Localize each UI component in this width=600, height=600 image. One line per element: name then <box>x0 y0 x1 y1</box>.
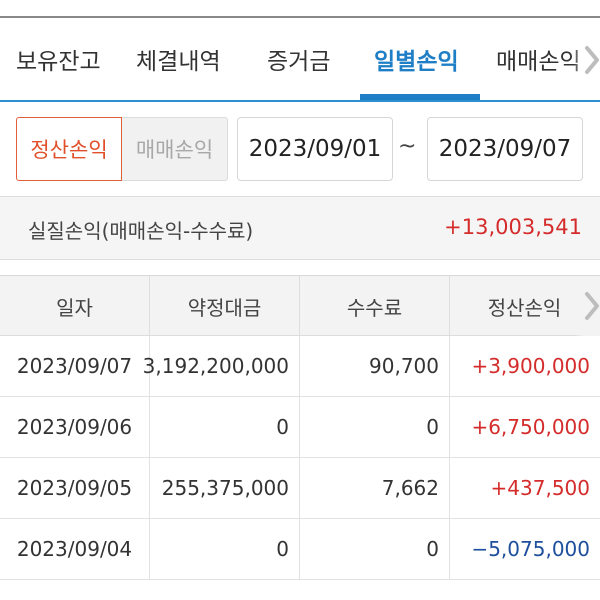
summary-label: 실질손익(매매손익-수수료) <box>28 219 254 243</box>
cell-date: 2023/09/06 <box>0 397 150 457</box>
tab-margin[interactable]: 증거금 <box>267 49 331 75</box>
table-row[interactable]: 2023/09/06 0 0 +6,750,000 <box>0 397 600 458</box>
cell-amount: 0 <box>150 519 300 579</box>
cell-date: 2023/09/05 <box>0 458 150 518</box>
cell-date: 2023/09/04 <box>0 519 150 579</box>
cell-pnl: +437,500 <box>490 476 590 500</box>
tab-bar: 보유잔고 체결내역 증거금 일별손익 매매손익 <box>0 18 600 102</box>
date-to-field[interactable]: 2023/09/07 <box>427 117 583 181</box>
date-from-field[interactable]: 2023/09/01 <box>237 117 393 181</box>
cell-fee: 0 <box>300 397 450 457</box>
cell-date: 2023/09/07 <box>0 336 150 396</box>
summary-value: +13,003,541 <box>444 215 582 239</box>
top-divider <box>0 16 600 18</box>
summary-bar: 실질손익(매매손익-수수료) +13,003,541 <box>0 196 600 260</box>
table-row[interactable]: 2023/09/07 3,192,200,000 90,700 +3,900,0… <box>0 336 600 397</box>
tab-executions[interactable]: 체결내역 <box>136 49 221 75</box>
table-row[interactable]: 2023/09/04 0 0 −5,075,000 <box>0 519 600 580</box>
active-tab-indicator <box>360 94 480 100</box>
column-header-date: 일자 <box>0 276 150 336</box>
daily-pnl-table: 일자 약정대금 수수료 정산손익 2023/09/07 3,192,200,00… <box>0 275 600 580</box>
column-header-fee: 수수료 <box>300 276 450 336</box>
cell-pnl: +3,900,000 <box>471 354 590 378</box>
cell-amount: 3,192,200,000 <box>143 336 300 396</box>
cell-amount: 0 <box>150 397 300 457</box>
tab-holdings[interactable]: 보유잔고 <box>16 49 101 75</box>
column-header-amount: 약정대금 <box>150 276 300 336</box>
tab-scroll-right-icon[interactable] <box>574 36 600 84</box>
cell-pnl: −5,075,000 <box>471 537 590 561</box>
table-header: 일자 약정대금 수수료 정산손익 <box>0 276 600 336</box>
column-scroll-right-icon[interactable] <box>574 276 600 336</box>
cell-amount: 255,375,000 <box>150 458 300 518</box>
cell-pnl: +6,750,000 <box>471 415 590 439</box>
cell-fee: 0 <box>300 519 450 579</box>
tab-trading-pnl[interactable]: 매매손익 <box>496 49 581 75</box>
toggle-settlement-pnl[interactable]: 정산손익 <box>16 117 122 181</box>
cell-fee: 90,700 <box>300 336 450 396</box>
date-separator: ~ <box>398 134 417 159</box>
cell-fee: 7,662 <box>300 458 450 518</box>
toggle-trading-pnl[interactable]: 매매손익 <box>122 117 228 181</box>
table-row[interactable]: 2023/09/05 255,375,000 7,662 +437,500 <box>0 458 600 519</box>
tab-daily-pnl[interactable]: 일별손익 <box>374 49 459 75</box>
